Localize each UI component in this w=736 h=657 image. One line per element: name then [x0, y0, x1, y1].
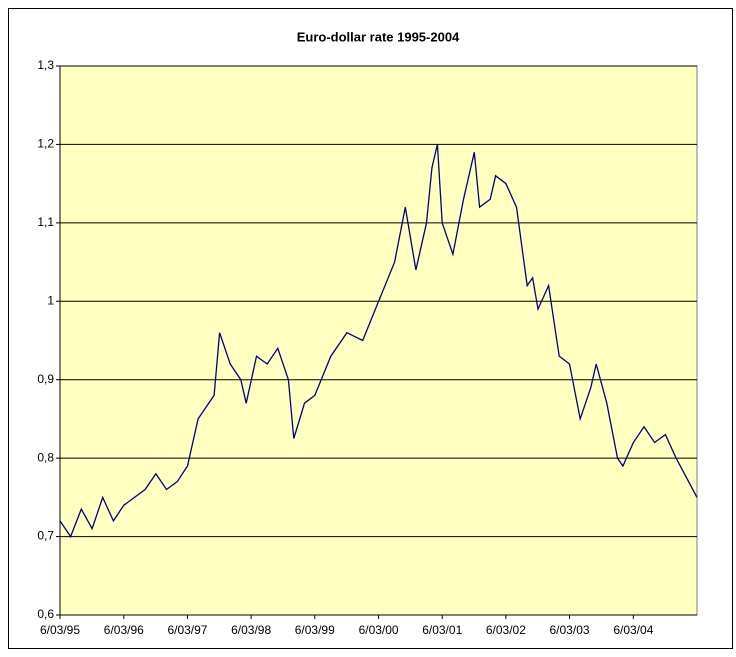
x-tick-label: 6/03/99 — [295, 623, 335, 637]
y-tick-label: 0,9 — [37, 372, 54, 386]
x-tick-label: 6/03/01 — [422, 623, 462, 637]
x-tick-label: 6/03/98 — [231, 623, 271, 637]
x-tick-label: 6/03/97 — [167, 623, 207, 637]
y-tick-label: 1 — [47, 293, 54, 307]
data-line — [59, 144, 698, 538]
y-tick-label: 0,7 — [37, 529, 54, 543]
x-tick-label: 6/03/96 — [104, 623, 144, 637]
chart-title: Euro-dollar rate 1995-2004 — [297, 29, 460, 44]
y-tick-label: 1,2 — [37, 137, 54, 151]
y-tick-label: 0,6 — [37, 607, 54, 621]
y-tick-label: 1,3 — [37, 58, 54, 72]
x-tick-label: 6/03/03 — [550, 623, 590, 637]
x-tick-label: 6/03/02 — [486, 623, 526, 637]
x-tick-label: 6/03/04 — [613, 623, 653, 637]
x-tick-label: 6/03/95 — [40, 623, 80, 637]
x-tick-label: 6/03/00 — [359, 623, 399, 637]
y-tick-label: 0,8 — [37, 450, 54, 464]
plot-area — [59, 65, 698, 616]
y-tick-label: 1,1 — [37, 215, 54, 229]
